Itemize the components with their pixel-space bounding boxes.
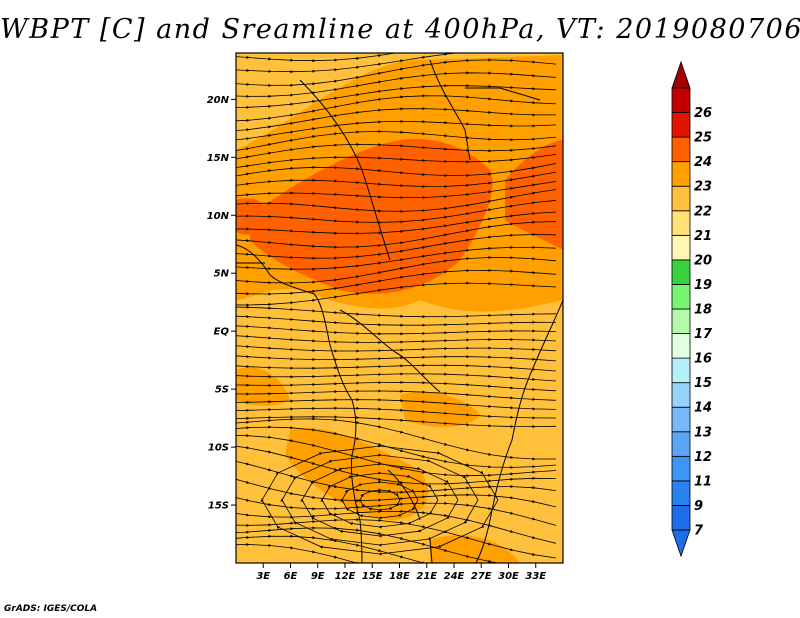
streamline xyxy=(260,444,499,556)
lon-tick-label: 21E xyxy=(416,571,437,582)
colorbar-swatch xyxy=(671,431,691,457)
colorbar-swatch xyxy=(671,308,691,334)
colorbar-label: 21 xyxy=(694,229,712,244)
lat-tick-label: 15S xyxy=(208,501,229,512)
colorbar-swatch xyxy=(671,284,691,310)
colorbar-swatch xyxy=(671,210,691,236)
lat-tick-label: 5S xyxy=(215,385,229,396)
lat-tick-label: 5N xyxy=(214,269,230,280)
streamline xyxy=(236,363,557,372)
lon-tick-label: 27E xyxy=(471,571,492,582)
lat-tick-label: EQ xyxy=(214,327,230,338)
lon-tick-label: 24E xyxy=(444,571,465,582)
streamline xyxy=(236,372,557,382)
colorbar-swatch xyxy=(671,480,691,506)
colorbar-label: 24 xyxy=(694,155,712,170)
colorbar-label: 7 xyxy=(694,524,704,539)
streamlines xyxy=(236,53,557,563)
colorbar-under-triangle xyxy=(671,529,691,558)
colorbar-swatch xyxy=(671,87,691,113)
lat-tick-label: 10N xyxy=(207,211,230,222)
colorbar-label: 18 xyxy=(694,303,712,318)
streamline xyxy=(236,163,557,178)
latitude-axis: 20N 15N 10N 5N EQ 5S 10S 15S xyxy=(207,95,236,512)
colorbar-swatch xyxy=(671,161,691,187)
colorbar-swatch xyxy=(671,234,691,261)
colorbar-label: 20 xyxy=(694,253,712,268)
streamline xyxy=(236,142,557,160)
colorbar-label: 12 xyxy=(694,450,712,465)
colorbar-over-triangle xyxy=(671,60,691,89)
streamline xyxy=(236,154,557,169)
lon-tick-label: 3E xyxy=(256,571,270,582)
lat-tick-label: 15N xyxy=(207,153,230,164)
colorbar-label: 17 xyxy=(694,327,713,342)
colorbar-swatch xyxy=(671,333,691,359)
lon-tick-label: 15E xyxy=(362,571,383,582)
streamline xyxy=(236,344,557,353)
colorbar-label: 15 xyxy=(694,376,712,391)
colorbar-label: 11 xyxy=(694,474,712,489)
streamline xyxy=(236,380,557,392)
colorbar-label: 14 xyxy=(694,401,712,416)
streamline xyxy=(236,389,557,401)
colorbar-swatch xyxy=(671,455,691,482)
map-plot-area xyxy=(236,53,563,563)
plot-title: WBPT [C] and Sreamline at 400hPa, VT: 20… xyxy=(0,14,800,45)
lon-tick-label: 9E xyxy=(311,571,325,582)
colorbar-label: 23 xyxy=(694,180,712,195)
colorbar-label: 13 xyxy=(694,425,712,440)
streamline xyxy=(236,324,557,336)
colorbar-label: 9 xyxy=(694,499,703,514)
lon-tick-label: 30E xyxy=(498,571,519,582)
lon-tick-label: 6E xyxy=(284,571,298,582)
streamline xyxy=(236,281,557,307)
streamline xyxy=(236,354,557,362)
streamline xyxy=(236,129,557,151)
lat-tick-label: 20N xyxy=(207,95,230,106)
colorbar-swatch xyxy=(671,259,691,285)
lat-tick-label: 10S xyxy=(208,443,229,454)
colorbar-swatch xyxy=(671,136,691,163)
colorbar-label: 25 xyxy=(694,131,712,146)
colorbar-swatch xyxy=(671,505,691,531)
colorbar-swatch xyxy=(671,406,691,433)
colorbar-swatch xyxy=(671,112,691,138)
colorbar-label: 19 xyxy=(694,278,712,293)
colorbar-label: 22 xyxy=(694,204,712,219)
colorbar-label: 26 xyxy=(694,106,712,121)
lon-tick-label: 12E xyxy=(335,571,356,582)
colorbar: 7 9 11 12 13 14 15 16 17 18 19 20 21 22 23 24 25 26 xyxy=(671,60,713,558)
credit-label: GrADS: IGES/COLA xyxy=(4,604,98,614)
lon-tick-label: 18E xyxy=(389,571,410,582)
colorbar-swatch xyxy=(671,382,691,408)
colorbar-label: 16 xyxy=(694,352,712,367)
colorbar-swatch xyxy=(671,357,691,384)
longitude-axis: 3E 6E 9E 12E 15E 18E 21E 24E 27E 30E 33E xyxy=(256,563,546,582)
colorbar-swatch xyxy=(671,185,691,212)
lon-tick-label: 33E xyxy=(525,571,546,582)
streamline xyxy=(236,334,557,345)
